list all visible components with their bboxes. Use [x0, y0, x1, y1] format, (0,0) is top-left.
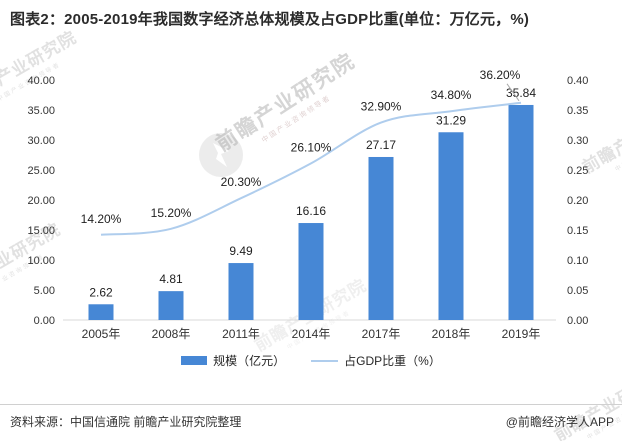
right-axis-tick-label: 0.15 [567, 225, 588, 237]
line-percent-label: 34.80% [431, 88, 472, 102]
right-axis-tick-label: 0.10 [567, 255, 588, 267]
x-axis-category-label: 2017年 [362, 327, 401, 341]
left-axis-tick-label: 30.00 [27, 135, 55, 147]
x-axis-category-label: 2014年 [292, 327, 331, 341]
bar-value-label: 2.62 [89, 285, 113, 299]
chart-legend: 规模（亿元） 占GDP比重（%） [0, 352, 622, 369]
bar-value-label: 31.29 [436, 113, 466, 127]
left-axis-tick-label: 5.00 [34, 285, 55, 297]
line-percent-label: 15.20% [151, 206, 192, 220]
legend-item-bar: 规模（亿元） [181, 352, 285, 369]
line-series-swatch-icon [311, 359, 339, 362]
line-percent-label: 32.90% [361, 100, 402, 114]
bar-2011年 [228, 263, 254, 320]
right-axis-tick-label: 0.40 [567, 75, 588, 87]
line-percent-label: 26.10% [291, 140, 332, 154]
line-percent-label: 14.20% [81, 212, 122, 226]
bar-value-label: 9.49 [229, 244, 253, 258]
left-axis-tick-label: 15.00 [27, 225, 55, 237]
right-axis-tick-label: 0.00 [567, 315, 588, 327]
legend-item-line: 占GDP比重（%） [311, 352, 441, 369]
left-axis-tick-label: 35.00 [27, 105, 55, 117]
legend-line-label: 占GDP比重（%） [344, 354, 441, 368]
bar-2005年 [88, 304, 114, 320]
left-axis-tick-label: 0.00 [34, 315, 55, 327]
bar-value-label: 35.84 [506, 86, 536, 100]
line-percent-label: 20.30% [221, 175, 262, 189]
x-axis-category-label: 2018年 [432, 327, 471, 341]
right-axis-tick-label: 0.05 [567, 285, 588, 297]
line-percent-label: 36.20% [480, 68, 521, 82]
left-axis-tick-label: 40.00 [27, 75, 55, 87]
bar-value-label: 27.17 [366, 138, 396, 152]
right-axis-tick-label: 0.20 [567, 195, 588, 207]
x-axis-category-label: 2011年 [222, 327, 260, 341]
bar-2019年 [508, 104, 534, 321]
left-axis-tick-label: 25.00 [27, 165, 55, 177]
legend-bar-label: 规模（亿元） [213, 354, 286, 368]
right-axis-tick-label: 0.30 [567, 135, 588, 147]
footer-divider [0, 404, 622, 405]
bar-series-swatch-icon [181, 356, 208, 365]
bar-2017年 [368, 156, 394, 320]
bar-2008年 [158, 291, 184, 320]
x-axis-category-label: 2005年 [82, 327, 121, 341]
left-axis-tick-label: 20.00 [27, 195, 55, 207]
bar-value-label: 4.81 [159, 272, 183, 286]
bar-value-label: 16.16 [296, 204, 326, 218]
footer-source: 资料来源：中国信通院 前瞻产业研究院整理 [10, 415, 242, 429]
bar-2018年 [438, 132, 464, 320]
footer-credit: @前瞻经济学人APP [505, 415, 614, 429]
bar-2014年 [298, 223, 324, 320]
gdp-share-line [100, 101, 522, 236]
callout-leader-line [506, 83, 520, 102]
right-axis-tick-label: 0.35 [567, 105, 588, 117]
right-axis-tick-label: 0.25 [567, 165, 588, 177]
left-axis-tick-label: 10.00 [27, 255, 55, 267]
x-axis-category-label: 2019年 [502, 327, 541, 341]
chart-title: 图表2：2005-2019年我国数字经济总体规模及占GDP比重(单位：万亿元，%… [10, 11, 530, 28]
x-axis-category-label: 2008年 [152, 327, 191, 341]
watermark-logo-icon [199, 133, 243, 177]
